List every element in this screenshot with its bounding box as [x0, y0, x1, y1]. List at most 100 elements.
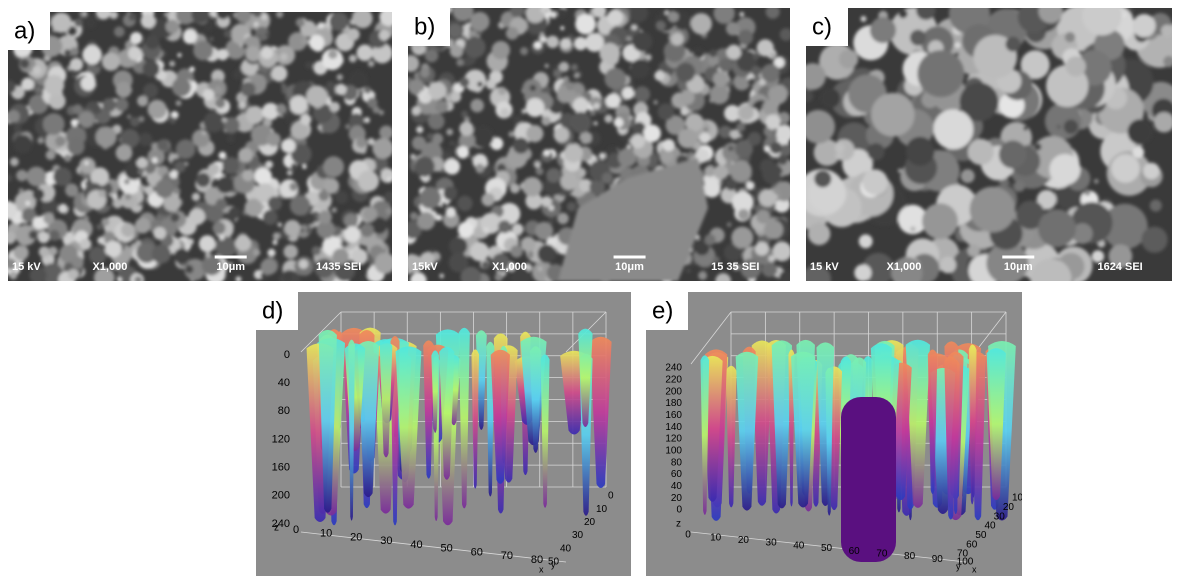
grain	[73, 104, 83, 114]
grain	[152, 157, 158, 163]
grain	[328, 50, 337, 59]
grain	[13, 124, 21, 132]
grain	[70, 58, 83, 71]
grain	[602, 172, 613, 183]
grain	[781, 173, 785, 177]
grain	[64, 154, 72, 162]
grain	[968, 139, 994, 165]
grain	[449, 237, 467, 255]
z-tick-label: 80	[278, 405, 290, 417]
grain	[25, 201, 30, 206]
grain	[410, 212, 418, 220]
z-tick-label: 140	[665, 422, 682, 433]
grain	[727, 222, 732, 227]
grain	[457, 196, 472, 211]
grain	[102, 98, 116, 112]
grain	[999, 141, 1027, 169]
x-tick-label: 80	[904, 551, 916, 562]
grain	[703, 180, 720, 197]
grain	[208, 163, 220, 175]
grain	[521, 237, 536, 252]
grain	[155, 179, 174, 198]
grain	[175, 161, 186, 172]
grain	[814, 170, 831, 187]
sem-info: X1,000	[887, 261, 922, 273]
grain	[148, 100, 167, 119]
grain	[513, 138, 529, 154]
grain	[714, 165, 729, 180]
grain	[193, 41, 213, 61]
grain	[1132, 14, 1155, 37]
grain	[719, 58, 733, 72]
grain	[536, 167, 544, 175]
grain	[82, 45, 101, 64]
grain	[631, 25, 637, 31]
grain	[709, 49, 717, 57]
grain	[770, 142, 782, 154]
grain	[530, 85, 536, 91]
grain	[628, 115, 633, 120]
z-tick-label: 120	[272, 433, 290, 445]
grain	[170, 170, 179, 179]
grain	[70, 47, 79, 56]
grain	[676, 63, 696, 83]
grain	[427, 133, 434, 140]
grain	[835, 143, 845, 153]
grain	[590, 110, 596, 116]
grain	[470, 155, 474, 159]
grain	[763, 100, 779, 116]
grain	[626, 36, 632, 42]
grain	[419, 187, 441, 209]
grain	[449, 253, 469, 273]
x-tick-label: 40	[793, 540, 805, 551]
grain	[940, 257, 957, 274]
grain	[49, 93, 66, 110]
grain	[115, 98, 128, 111]
grain	[48, 246, 57, 255]
grain	[574, 37, 587, 50]
grain	[344, 226, 360, 242]
grain	[96, 126, 117, 147]
grain	[360, 223, 374, 237]
grain	[563, 76, 569, 82]
grain	[955, 42, 961, 48]
panel-label: c)	[812, 13, 832, 40]
x-tick-label: 40	[410, 539, 422, 551]
grain	[500, 108, 509, 117]
grain	[1133, 147, 1145, 159]
grain	[961, 169, 975, 183]
grain	[188, 208, 205, 225]
grain	[141, 14, 156, 29]
grain	[345, 124, 350, 129]
grain	[196, 173, 210, 187]
sem-info: 15 kV	[12, 261, 41, 273]
grain	[317, 125, 322, 130]
grain	[387, 177, 392, 182]
grain	[356, 137, 367, 148]
z-tick-label: 40	[671, 481, 683, 492]
grain	[526, 125, 543, 142]
grain	[899, 9, 908, 18]
grain	[654, 71, 664, 81]
grain	[663, 139, 675, 151]
grain	[157, 139, 169, 151]
y-tick-label: 20	[584, 517, 596, 528]
grain	[631, 134, 645, 148]
grain	[81, 76, 96, 91]
grain	[347, 28, 360, 41]
grain	[970, 187, 1016, 233]
grain	[284, 244, 298, 258]
grain	[97, 224, 103, 230]
grain	[456, 59, 463, 66]
grain	[839, 49, 858, 68]
grain	[49, 230, 60, 241]
grain	[176, 139, 196, 159]
sem-info: 15 35 SEI	[711, 261, 759, 273]
grain	[457, 146, 469, 158]
sem-info: 10μm	[216, 261, 245, 273]
x-tick-label: 30	[380, 535, 392, 547]
grain	[43, 213, 54, 224]
grain	[704, 234, 715, 245]
grain	[192, 129, 210, 147]
grain	[169, 117, 176, 124]
